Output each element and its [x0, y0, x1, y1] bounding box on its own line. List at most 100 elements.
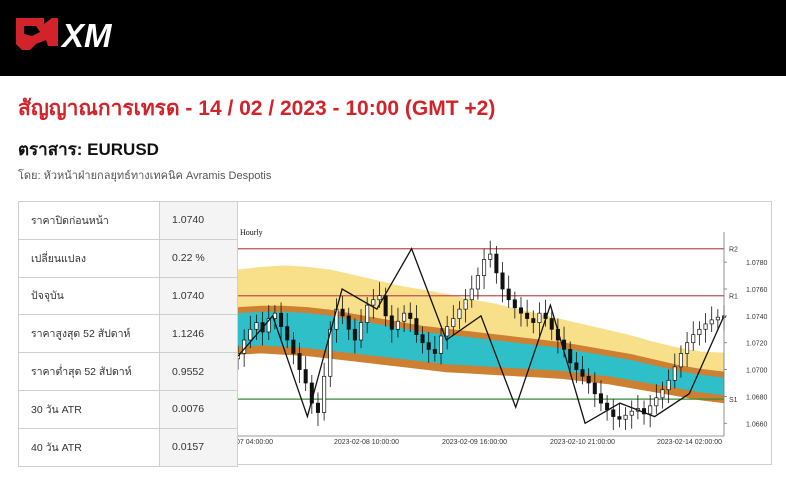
candle-body	[549, 318, 554, 330]
candle-body	[494, 253, 499, 274]
level-label: S1	[729, 397, 738, 404]
candle-body	[451, 318, 456, 327]
candle-body	[611, 409, 616, 417]
candle-body	[340, 308, 345, 317]
y-tick-label: 1.0700	[746, 368, 768, 375]
chart-timeframe-label: Hourly	[240, 228, 263, 237]
candle-body	[346, 315, 351, 330]
candle-body	[432, 349, 437, 354]
stat-value: 1.0740	[159, 276, 238, 316]
candle-body	[315, 402, 320, 413]
candle-body	[291, 339, 296, 354]
table-row: ราคาสูงสุด 52 สัปดาห์ 1.1246	[18, 314, 238, 354]
candle-body	[574, 362, 579, 370]
candle-body	[488, 253, 493, 260]
y-tick-label: 1.0680	[746, 394, 768, 401]
stats-table: ราคาปิดก่อนหน้า 1.0740 เปลี่ยนแปลง 0.22 % …	[18, 201, 238, 467]
candle-body	[525, 312, 530, 319]
candle-body	[703, 323, 708, 330]
candle-body	[648, 405, 653, 415]
candle-body	[598, 393, 603, 404]
candle-body	[469, 288, 474, 301]
y-tick-label: 1.0740	[746, 314, 768, 321]
candle-body	[672, 366, 677, 381]
candle-body	[482, 259, 487, 276]
candle-body	[617, 416, 622, 420]
instrument-heading: ตราสาร: EURUSD	[18, 140, 159, 159]
candle-body	[389, 315, 394, 330]
candle-body	[500, 272, 505, 290]
candle-body	[238, 353, 241, 360]
zigzag-line	[238, 247, 725, 425]
x-tick-label: 2023-02-08 10:00:00	[334, 439, 399, 446]
candle-body	[395, 320, 400, 330]
table-row: 30 วัน ATR 0.0076	[18, 389, 238, 429]
table-row: ราคาต่ำสุด 52 สัปดาห์ 0.9552	[18, 352, 238, 391]
candle-body	[359, 322, 364, 341]
candle-body	[568, 349, 573, 364]
candle-body	[518, 307, 524, 314]
candle-body	[426, 342, 431, 350]
candle-body	[402, 312, 407, 322]
table-row: ราคาปิดก่อนหน้า 1.0740	[18, 201, 238, 240]
table-row: เปลี่ยนแปลง 0.22 %	[18, 238, 238, 278]
stat-value: 0.0076	[159, 389, 238, 429]
y-tick-label: 1.0760	[746, 287, 768, 294]
candle-body	[420, 334, 425, 344]
candle-body	[457, 308, 462, 319]
candle-body	[408, 312, 413, 319]
candle-body	[697, 328, 702, 336]
candle-body	[660, 389, 665, 399]
candle-body	[580, 369, 585, 377]
stat-value: 1.1246	[159, 314, 238, 354]
candle-body	[512, 299, 517, 309]
candle-body	[537, 312, 542, 323]
candle-body	[328, 328, 333, 377]
x-tick-label: 2023-02-09 16:00:00	[442, 439, 507, 446]
top-header-bar: XM	[0, 0, 786, 76]
stat-value: 0.0157	[159, 427, 238, 467]
candle-body	[506, 288, 511, 301]
stat-label: ราคาปิดก่อนหน้า	[18, 201, 160, 240]
candle-body	[709, 319, 714, 325]
candle-body	[248, 328, 253, 341]
stat-value: 0.22 %	[159, 238, 238, 278]
y-tick-label: 1.0660	[746, 421, 768, 428]
x-tick-label: 2023-02-14 02:00:00	[657, 439, 722, 446]
xm-logo-text: XM	[60, 17, 113, 54]
candle-body	[592, 382, 597, 395]
stat-value: 0.9552	[159, 352, 238, 391]
candle-body	[414, 318, 419, 336]
page-title: สัญญาณการเทรด - 14 / 02 / 2023 - 10:00 (…	[18, 97, 496, 120]
candle-body	[254, 322, 259, 330]
x-tick-label: 2023-02-10 21:00:00	[550, 439, 615, 446]
candle-body	[586, 375, 591, 384]
candle-body	[352, 328, 357, 341]
candle-body	[691, 334, 696, 344]
candle-body	[715, 316, 720, 321]
candle-body	[285, 326, 290, 341]
candle-body	[377, 295, 382, 301]
chart-canvas: R2 R1 S1 1.0780 1.0760 1.0740 1.0720 1.0700 1.06…	[238, 232, 768, 446]
level-label: R1	[729, 294, 738, 301]
candle-body	[463, 299, 468, 310]
candle-body	[365, 304, 370, 323]
stat-label: 40 วัน ATR	[18, 427, 160, 467]
stat-label: ปัจจุบัน	[18, 276, 160, 316]
candle-body	[303, 369, 308, 384]
candle-body	[445, 326, 450, 337]
xm-logo[interactable]: XM	[14, 14, 136, 54]
candle-body	[383, 295, 388, 317]
candle-body	[629, 410, 634, 416]
price-chart: R2 R1 S1 1.0780 1.0760 1.0740 1.0720 1.0700 1.06…	[237, 201, 772, 465]
candle-body	[623, 414, 628, 420]
stat-value: 1.0740	[159, 201, 238, 240]
candle-body	[531, 318, 536, 323]
candle-body	[438, 335, 444, 354]
candle-body	[678, 353, 683, 368]
stat-label: เปลี่ยนแปลง	[18, 238, 160, 278]
stat-label: 30 วัน ATR	[18, 389, 160, 429]
candle-body	[605, 402, 610, 411]
y-tick-label: 1.0720	[746, 341, 768, 348]
candle-body	[322, 375, 327, 413]
